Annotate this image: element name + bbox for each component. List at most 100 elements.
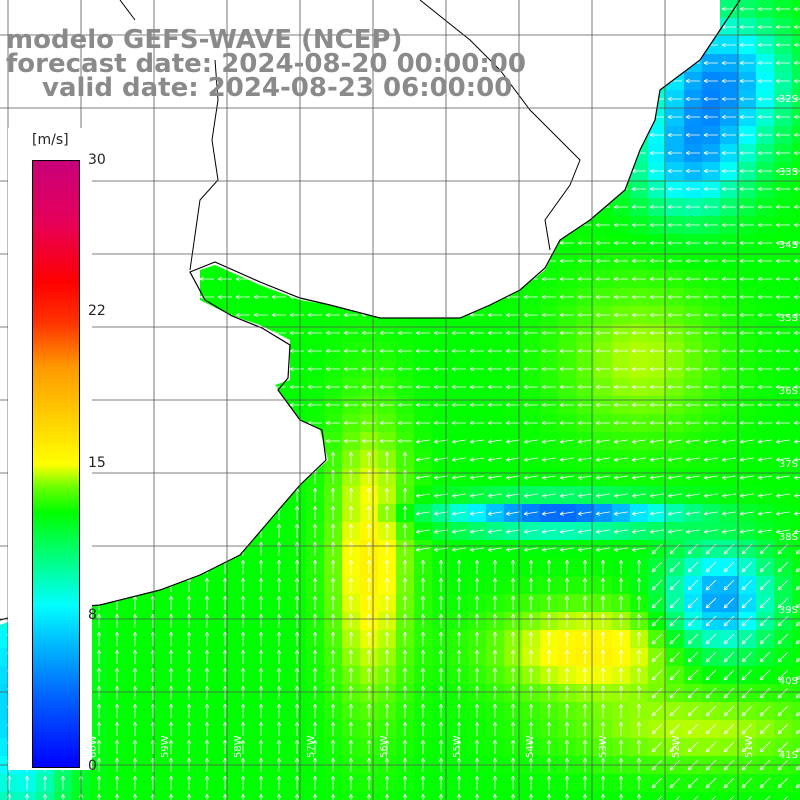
wind-arrow [379, 438, 394, 444]
wind-arrow [217, 294, 232, 300]
wind-arrow [759, 669, 771, 681]
wind-arrow [276, 631, 282, 646]
wind-arrow [528, 721, 534, 736]
wind-arrow [783, 795, 789, 800]
wind-arrow [703, 60, 718, 66]
wind-arrow [451, 420, 466, 426]
wind-arrow [795, 639, 800, 645]
wind-arrow [114, 667, 120, 682]
wind-arrow [757, 96, 772, 102]
wind-arrow [577, 366, 592, 372]
wind-arrow [631, 402, 646, 408]
wind-arrow [613, 222, 628, 228]
wind-arrow [523, 420, 538, 426]
wind-arrow [559, 420, 574, 426]
wind-arrow [235, 294, 250, 300]
river-boundary [119, 0, 581, 271]
wind-arrow [96, 649, 102, 664]
wind-arrow [618, 793, 624, 800]
wind-arrow [222, 685, 228, 700]
wind-arrow [721, 384, 736, 390]
wind-arrow [757, 222, 772, 228]
wind-cell [792, 684, 800, 703]
wind-arrow [757, 24, 772, 30]
wind-arrow [711, 795, 717, 800]
wind-arrow [705, 597, 717, 609]
wind-arrow [775, 493, 790, 498]
wind-arrow [739, 222, 754, 228]
wind-arrow [199, 276, 214, 282]
wind-arrow [312, 649, 318, 664]
wind-arrow [492, 739, 498, 754]
wind-arrow [505, 457, 520, 462]
wind-arrow [276, 523, 282, 538]
wind-arrow [793, 312, 800, 318]
wind-arrow [204, 631, 210, 646]
wind-arrow [438, 775, 444, 790]
wind-arrow [741, 741, 753, 753]
wind-arrow [186, 649, 192, 664]
wind-arrow [366, 631, 372, 646]
wind-arrow [469, 312, 484, 318]
wind-arrow [528, 703, 534, 718]
wind-arrow [438, 577, 444, 592]
wind-arrow [271, 312, 286, 318]
wind-arrow [474, 667, 480, 682]
wind-arrow [703, 150, 718, 156]
wind-arrow [366, 649, 372, 664]
wind-arrow [240, 631, 246, 646]
wind-arrow [469, 475, 484, 480]
wind-arrow [636, 631, 642, 646]
wind-arrow [415, 420, 430, 426]
wind-arrow [721, 60, 736, 66]
wind-arrow [528, 667, 534, 682]
wind-arrow [669, 687, 681, 699]
wind-arrow [289, 348, 304, 354]
wind-arrow [595, 475, 610, 480]
wind-cell [702, 792, 721, 800]
wind-arrow [651, 633, 663, 645]
wind-arrow [330, 451, 336, 466]
wind-arrow [114, 793, 120, 800]
wind-arrow [793, 186, 800, 192]
wind-arrow [757, 42, 772, 48]
wind-arrow [667, 366, 682, 372]
wind-arrow [348, 559, 354, 574]
wind-arrow [687, 615, 699, 627]
wind-arrow [546, 595, 552, 610]
wind-arrow [415, 457, 430, 462]
wind-arrow [595, 366, 610, 372]
wind-arrow [600, 685, 606, 700]
wind-arrow [420, 559, 426, 574]
wind-arrow [168, 595, 174, 610]
wind-arrow [795, 621, 800, 627]
wind-arrow [384, 667, 390, 682]
wind-arrow [276, 703, 282, 718]
wind-arrow [402, 793, 408, 800]
wind-arrow [723, 651, 735, 663]
wind-arrow [618, 667, 624, 682]
wind-arrow [204, 577, 210, 592]
wind-arrow [564, 703, 570, 718]
wind-arrow [747, 795, 753, 800]
wind-arrow [451, 439, 466, 444]
wind-arrow [415, 529, 430, 534]
wind-arrow [577, 276, 592, 282]
wind-arrow [348, 685, 354, 700]
wind-arrow [795, 675, 800, 681]
wind-arrow [600, 649, 606, 664]
wind-arrow [366, 577, 372, 592]
wind-arrow [705, 561, 717, 573]
wind-arrow [456, 613, 462, 628]
wind-arrow [721, 96, 736, 102]
wind-arrow [721, 114, 736, 120]
wind-arrow [669, 669, 681, 681]
wind-arrow [595, 402, 610, 408]
wind-arrow [649, 132, 664, 138]
wind-arrow [222, 721, 228, 736]
wind-arrow [312, 595, 318, 610]
wind-arrow [222, 793, 228, 800]
wind-arrow [775, 78, 790, 84]
wind-cell [792, 648, 800, 667]
wind-arrow [649, 204, 664, 210]
